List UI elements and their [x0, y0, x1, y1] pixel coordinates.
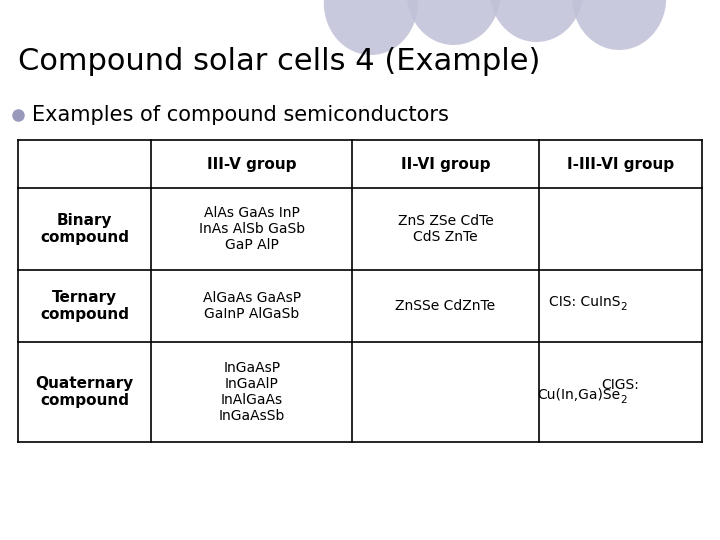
Text: InGaAsP
InGaAlP
InAlGaAs
InGaAsSb: InGaAsP InGaAlP InAlGaAs InGaAsSb — [218, 361, 285, 423]
Text: CIGS:: CIGS: — [601, 378, 639, 392]
Text: ZnSSe CdZnTe: ZnSSe CdZnTe — [395, 299, 495, 313]
Ellipse shape — [490, 0, 583, 42]
Ellipse shape — [324, 0, 418, 55]
Text: III-V group: III-V group — [207, 157, 297, 172]
Text: Compound solar cells 4 (Example): Compound solar cells 4 (Example) — [18, 48, 541, 77]
Text: 2: 2 — [621, 302, 627, 312]
Text: I-III-VI group: I-III-VI group — [567, 157, 674, 172]
Text: Ternary
compound: Ternary compound — [40, 290, 129, 322]
Text: AlAs GaAs InP
InAs AlSb GaSb
GaP AlP: AlAs GaAs InP InAs AlSb GaSb GaP AlP — [199, 206, 305, 252]
Text: Quaternary
compound: Quaternary compound — [35, 376, 134, 408]
Ellipse shape — [572, 0, 666, 50]
Text: ZnS ZSe CdTe
CdS ZnTe: ZnS ZSe CdTe CdS ZnTe — [397, 214, 493, 244]
Text: CIS: CuInS: CIS: CuInS — [549, 295, 621, 309]
Text: II-VI group: II-VI group — [401, 157, 490, 172]
Text: Binary
compound: Binary compound — [40, 213, 129, 245]
Text: Examples of compound semiconductors: Examples of compound semiconductors — [32, 105, 449, 125]
Text: Cu(In,Ga)Se: Cu(In,Ga)Se — [537, 388, 621, 402]
Text: AlGaAs GaAsP
GaInP AlGaSb: AlGaAs GaAsP GaInP AlGaSb — [202, 291, 301, 321]
Ellipse shape — [407, 0, 500, 45]
Text: 2: 2 — [621, 395, 627, 405]
